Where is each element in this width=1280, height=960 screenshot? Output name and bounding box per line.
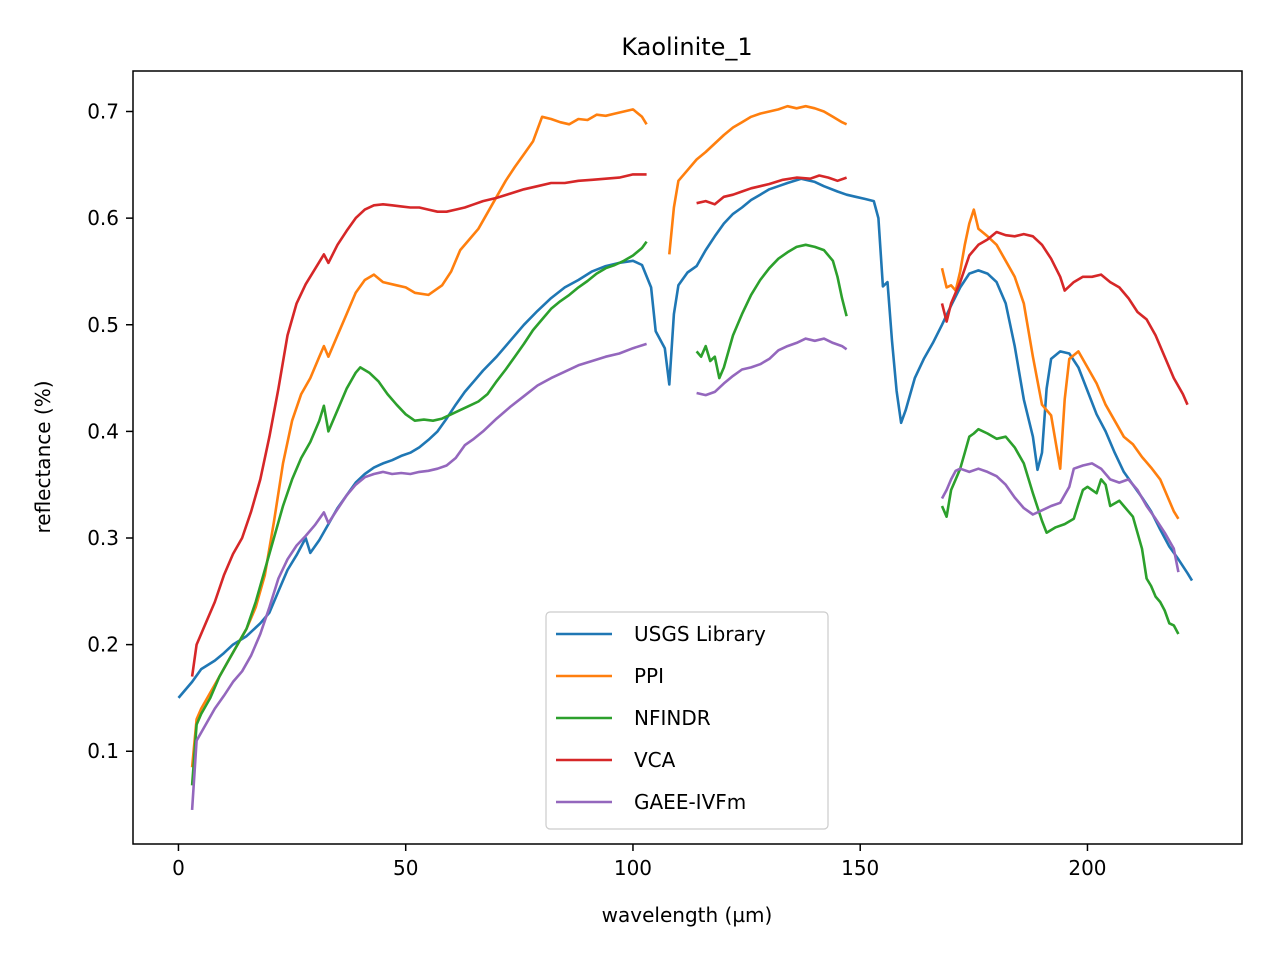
plot-frame — [132, 70, 1243, 845]
series-line-ppi-segment-2 — [668, 104, 848, 255]
legend-box — [545, 611, 829, 830]
y-tick-label: 0.5 — [87, 313, 119, 337]
series-line-nfindr-segment-2 — [695, 243, 848, 380]
y-tick-label: 0.7 — [87, 100, 119, 124]
x-tick-label: 0 — [172, 856, 185, 880]
legend-label: USGS Library — [634, 622, 766, 646]
x-tick-label: 150 — [841, 856, 879, 880]
series-line-gaee-ivfm-segment-3 — [940, 462, 1180, 573]
plot-lines — [177, 104, 1194, 810]
series-line-vca-segment-1 — [190, 173, 647, 677]
y-tick-label: 0.2 — [87, 633, 119, 657]
legend-label: VCA — [634, 748, 676, 772]
series-line-ppi-segment-3 — [940, 208, 1180, 520]
x-axis-label: wavelength (µm) — [602, 903, 773, 927]
y-tick-label: 0.1 — [87, 739, 119, 763]
y-tick-label: 0.6 — [87, 206, 119, 230]
x-tick-label: 200 — [1068, 856, 1106, 880]
x-tick-label: 50 — [393, 856, 418, 880]
series-line-vca-segment-3 — [940, 230, 1189, 406]
series-line-nfindr-segment-1 — [190, 240, 648, 786]
x-tick-label: 100 — [614, 856, 652, 880]
y-axis-ticks: 0.1 0.2 0.3 0.4 0.5 0.6 0.7 — [87, 100, 133, 763]
y-axis-label: reflectance (%) — [31, 380, 55, 533]
chart-title: Kaolinite_1 — [621, 33, 752, 61]
y-tick-label: 0.4 — [87, 419, 119, 443]
series-line-gaee-ivfm-segment-2 — [696, 337, 848, 397]
series-line-vca-segment-2 — [696, 174, 848, 206]
series-line-ppi-segment-1 — [190, 108, 648, 768]
x-axis-ticks: 0 50 100 150 200 — [172, 844, 1107, 880]
series-line-nfindr-segment-3 — [940, 427, 1180, 635]
legend: USGS Library PPI NFINDR VCA GAEE-IVFm — [545, 611, 829, 830]
y-tick-label: 0.3 — [87, 526, 119, 550]
series-line-gaee-ivfm-segment-1 — [190, 342, 647, 810]
legend-label: NFINDR — [634, 706, 711, 730]
series-line-usgs-library-segment-1 — [177, 177, 1194, 699]
legend-label: GAEE-IVFm — [634, 790, 746, 814]
legend-label: PPI — [634, 664, 664, 688]
